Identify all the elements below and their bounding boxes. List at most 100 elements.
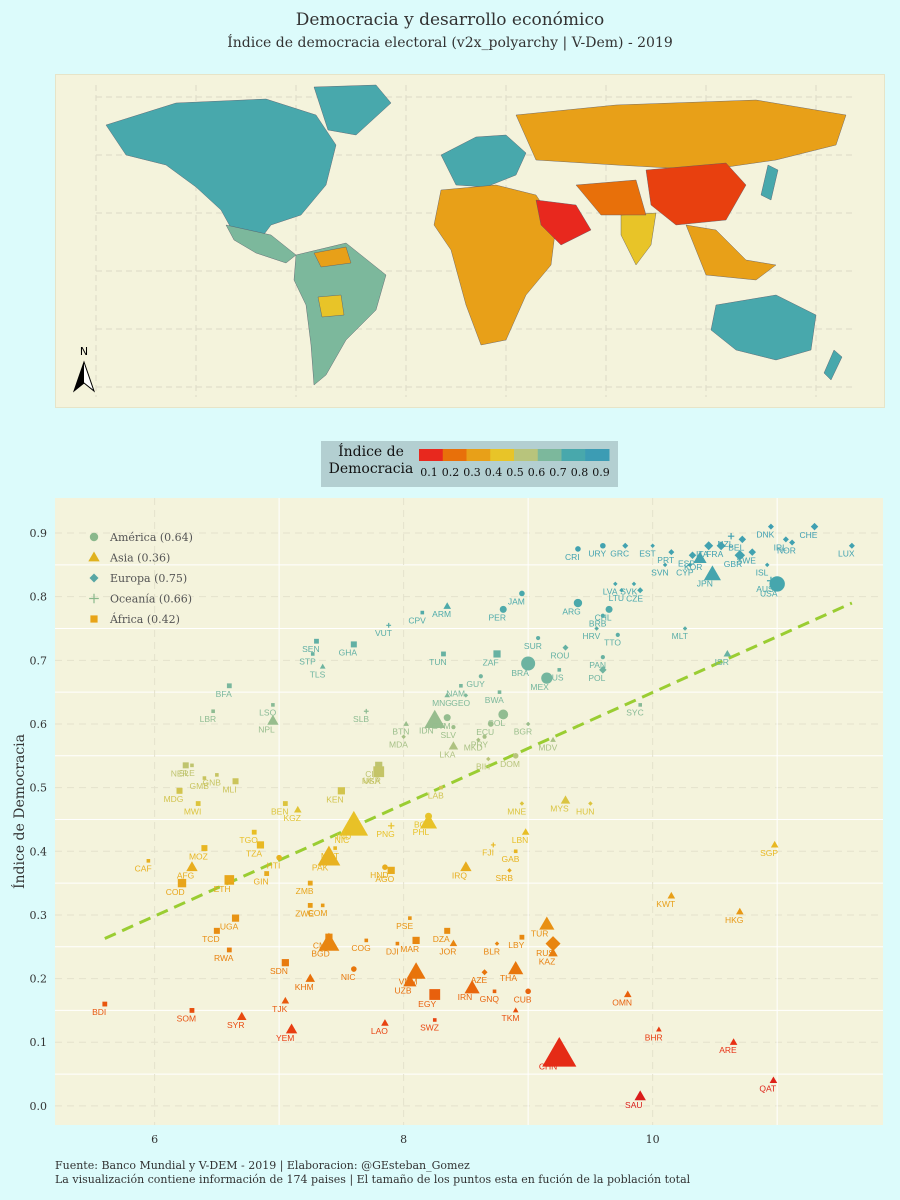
data-point-mar: [412, 936, 420, 945]
point-label-mdv: MDV: [538, 743, 557, 753]
data-point-arm: [443, 602, 452, 609]
data-point-hrv: [594, 626, 599, 631]
point-label-bel: BEL: [728, 543, 744, 553]
data-point-nic: [351, 966, 357, 972]
data-point-hti: [276, 854, 282, 861]
colorbar-tick-label: 0.1: [420, 466, 438, 479]
point-label-mne: MNE: [507, 806, 526, 816]
point-label-nic: NIC: [341, 972, 356, 982]
point-label-gmb: GMB: [190, 781, 210, 791]
colorbar-tick-label: 0.3: [463, 466, 481, 479]
data-point-mdg: [176, 787, 183, 794]
data-point-svk: [631, 581, 637, 587]
point-label-sur: SUR: [524, 641, 542, 651]
data-point-jor: [449, 939, 458, 947]
point-label-lby: LBY: [508, 940, 524, 950]
point-label-cpv: CPV: [408, 615, 426, 625]
point-label-zwe: ZWE: [295, 908, 314, 918]
data-point-pol: [599, 666, 607, 674]
data-point-lbn: [521, 828, 530, 835]
data-point-cub: [525, 988, 531, 995]
data-point-mda: [401, 734, 406, 739]
point-label-stp: STP: [299, 657, 316, 667]
data-point-sgp: [770, 840, 779, 848]
data-point-npl: [267, 714, 279, 725]
point-label-swz: SWZ: [420, 1023, 439, 1033]
point-label-hun: HUN: [576, 806, 594, 816]
data-point-irl: [782, 536, 789, 543]
point-label-aze: AZE: [471, 975, 488, 985]
japan-region: [760, 164, 779, 201]
point-label-pry: PRY: [471, 739, 489, 749]
y-tick-label: 0.1: [30, 1036, 48, 1049]
y-tick-label: 0.3: [30, 909, 48, 922]
data-point-per: [499, 605, 507, 613]
data-point-aze: [481, 969, 488, 976]
point-label-zaf: ZAF: [483, 657, 499, 667]
data-point-tur: [539, 916, 555, 930]
world-map: N: [55, 74, 885, 408]
data-point-isl: [764, 562, 770, 568]
data-point-ecu: [487, 721, 494, 727]
data-point-arg: [573, 598, 583, 608]
data-point-slb: [363, 708, 369, 714]
point-label-ago: AGO: [375, 874, 394, 884]
russia-region: [515, 99, 847, 171]
scatter-plot: 0.00.10.20.30.40.50.60.70.80.96810Logari…: [10, 498, 883, 1146]
data-point-gnb: [215, 773, 219, 777]
footer-note: La visualización contiene información de…: [55, 1173, 691, 1186]
point-label-tjk: TJK: [272, 1004, 287, 1014]
point-label-dom: DOM: [500, 759, 520, 769]
data-point-kwt: [667, 891, 676, 899]
data-point-lka: [448, 741, 459, 750]
data-point-ken: [337, 787, 345, 795]
point-label-lux: LUX: [838, 549, 855, 559]
data-point-cog: [364, 938, 369, 943]
data-point-civ: [375, 761, 383, 769]
data-point-geo: [463, 693, 469, 698]
colorbar-scale: 0.1 0.2 0.3 0.4 0.5 0.6 0.7 0.8 0.9: [419, 449, 610, 479]
point-label-tha: THA: [500, 973, 517, 983]
data-point-sen: [314, 638, 319, 644]
colorbar-tick-label: 0.5: [506, 466, 524, 479]
data-point-ita: [704, 541, 714, 551]
point-label-ltu: LTU: [609, 593, 624, 603]
point-label-gnb: GNB: [202, 778, 221, 788]
data-point-rus: [545, 936, 561, 952]
data-point-svn: [662, 562, 668, 568]
data-point-uzb: [403, 974, 417, 987]
x-tick-label: 8: [400, 1133, 407, 1146]
india-region: [620, 212, 657, 266]
point-label-kaz: KAZ: [539, 956, 556, 966]
point-label-tgo: TGO: [239, 835, 258, 845]
point-label-moz: MOZ: [189, 851, 208, 861]
data-point-pry: [482, 734, 487, 739]
data-point-ltu: [619, 588, 624, 593]
data-point-zmb: [307, 880, 313, 886]
data-point-khm: [305, 973, 315, 982]
data-point-jam: [519, 590, 525, 597]
point-label-mkd: MKD: [464, 743, 483, 753]
point-label-tcd: TCD: [202, 934, 219, 944]
point-label-hnd: HND: [370, 870, 388, 880]
point-label-nic: NIC: [335, 835, 350, 845]
chart-subtitle: Índice de democracia electoral (v2x_poly…: [227, 35, 673, 51]
data-point-hkg: [736, 907, 744, 915]
colorbar-swatch: [419, 449, 444, 461]
data-point-moz: [201, 845, 208, 852]
data-point-mkd: [476, 737, 481, 743]
footer-source: Fuente: Banco Mundial y V-DEM - 2019 | E…: [55, 1159, 470, 1172]
data-point-brb: [600, 613, 605, 618]
point-label-tur: TUR: [531, 928, 548, 938]
data-point-tha: [508, 961, 524, 975]
point-label-lso: LSO: [259, 708, 276, 718]
data-point-isr: [723, 649, 732, 657]
region-legend: América (0.64) Asia (0.36) Europa (0.75) Oc…: [88, 531, 193, 626]
data-point-lux: [848, 542, 855, 549]
data-point-irn: [464, 980, 480, 994]
point-label-slb: SLB: [353, 714, 369, 724]
data-point-mex: [541, 672, 553, 684]
point-label-png: PNG: [376, 829, 394, 839]
colorbar-swatch: [466, 449, 491, 461]
data-point-pak: [317, 845, 341, 866]
